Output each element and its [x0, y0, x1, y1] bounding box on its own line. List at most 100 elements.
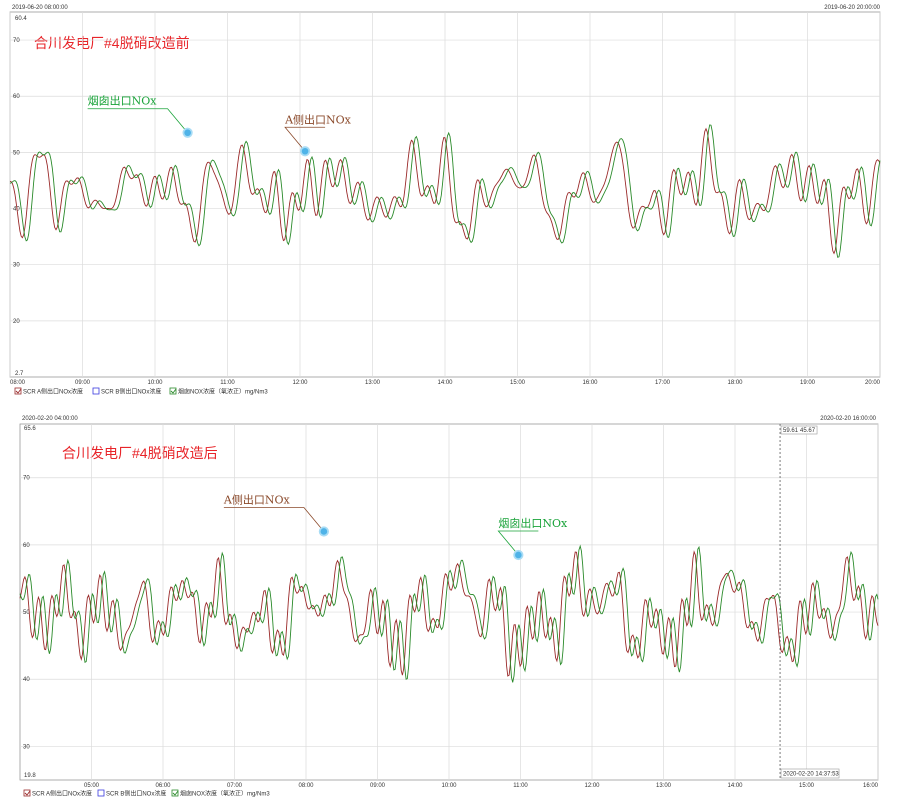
y-tick-label: 70 — [13, 38, 20, 44]
x-tick-label: 09:00 — [370, 783, 386, 789]
series-group — [19, 544, 879, 683]
legend-item-a[interactable]: SCR A侧出口NOx浓度 — [14, 387, 83, 396]
legend-item-b[interactable]: SCR B侧出口NOx浓度 — [97, 789, 166, 798]
chart-svg-after: 2020-02-20 04:00:00 2020-02-20 16:00:00 … — [19, 416, 879, 798]
series-line — [9, 127, 881, 255]
legend-checkbox-b[interactable] — [92, 387, 100, 395]
grid-lines — [20, 424, 879, 780]
x-tick-label: 15:00 — [510, 380, 526, 386]
x-tick-label: 13:00 — [365, 380, 381, 386]
annotation-label: 烟囱出口NOx — [498, 516, 568, 530]
x-tick-label: 08:00 — [10, 380, 26, 386]
y-tick-label: 50 — [13, 150, 20, 156]
annotation-marker — [318, 526, 329, 537]
x-tick-label: 07:00 — [227, 783, 243, 789]
legend-item-a[interactable]: SCR A侧出口NOx浓度 — [23, 789, 92, 798]
x-tick-label: 12:00 — [292, 380, 308, 386]
x-tick-label: 09:00 — [75, 380, 91, 386]
y-tick-label: 60 — [23, 543, 30, 549]
y-tick-label: 60 — [13, 94, 20, 100]
legend-checkbox-b[interactable] — [97, 789, 105, 797]
series-line — [19, 544, 879, 683]
start-time-label: 2020-02-20 04:00:00 — [22, 416, 78, 422]
annotation-label: A侧出口NOx — [284, 112, 352, 126]
x-tick-label: 08:00 — [298, 783, 314, 789]
x-tick-label: 20:00 — [865, 380, 881, 386]
annotation-label: A侧出口NOx — [223, 492, 291, 506]
legend-label-stack: 烟囱NOX浓度（氧浓正）mg/Nm3 — [178, 388, 268, 396]
x-tick-label: 17:00 — [655, 380, 671, 386]
x-tick-label: 13:00 — [656, 783, 672, 789]
cursor-value-stack: 45.67 — [800, 428, 816, 434]
legend-label-a: SCR A侧出口NOx浓度 — [32, 790, 92, 798]
series-group — [9, 124, 881, 258]
chart-title: 合川发电厂#4脱硝改造后 — [62, 445, 218, 461]
legend-checkbox-a[interactable] — [23, 789, 31, 797]
x-tick-label: 16:00 — [582, 380, 598, 386]
legend-label-b: SCR B侧出口NOx浓度 — [101, 388, 161, 396]
legend-label-b: SCR B侧出口NOx浓度 — [106, 790, 166, 798]
x-tick-label: 15:00 — [799, 783, 815, 789]
y-tick-labels: 30 40 50 60 70 — [23, 476, 30, 751]
grid-lines — [9, 12, 881, 377]
legend-checkbox-a[interactable] — [14, 387, 22, 395]
cursor-time-label: 2020-02-20 14:37:53 — [783, 772, 839, 778]
legend-item-b[interactable]: SCR B侧出口NOx浓度 — [92, 387, 161, 396]
x-tick-label: 10:00 — [147, 380, 163, 386]
checkmark-icon — [15, 388, 22, 394]
x-tick-label: 11:00 — [513, 783, 528, 789]
cursor-time-box — [780, 768, 840, 779]
annotation-marker — [299, 146, 311, 157]
cursor-value-box — [780, 425, 818, 435]
x-tick-label: 14:00 — [727, 783, 743, 789]
annotation-leader-line — [497, 530, 539, 556]
checkmark-icon — [24, 790, 31, 796]
cursor-value-a: 59.61 — [783, 428, 799, 434]
y-tick-label: 50 — [23, 610, 30, 616]
annotation-group: A侧出口NOx 烟囱出口NOx — [223, 492, 568, 561]
series-line — [19, 550, 879, 677]
legend-checkbox-stack[interactable] — [169, 387, 177, 395]
legend-checkbox-stack[interactable] — [171, 789, 179, 797]
chart-title: 合川发电厂#4脱硝改造前 — [34, 35, 190, 51]
end-time-label: 2019-06-20 20:00:00 — [824, 5, 880, 11]
annotation-group: 烟囱出口NOx A侧出口NOx — [87, 94, 352, 157]
chart-panel-before: 2019-06-20 08:00:00 2019-06-20 20:00:00 … — [9, 5, 881, 396]
y-tick-label: 20 — [13, 319, 20, 325]
chart-svg-before: 2019-06-20 08:00:00 2019-06-20 20:00:00 … — [9, 5, 881, 396]
ymax-label: 65.6 — [24, 426, 36, 432]
x-tick-labels: 05:00 06:00 07:00 08:00 09:00 10:00 11:00 12:00… — [84, 783, 879, 789]
legend: SCR A侧出口NOx浓度 SCR B侧出口NOx浓度 烟囱NOX浓度（氧浓正）… — [14, 387, 268, 396]
x-tick-label: 11:00 — [220, 380, 235, 386]
checkmark-icon — [172, 790, 179, 796]
ymin-label: 2.7 — [15, 371, 24, 377]
ymin-label: 19.8 — [24, 773, 36, 779]
annotation-marker — [182, 127, 193, 138]
x-tick-label: 18:00 — [727, 380, 743, 386]
start-time-label: 2019-06-20 08:00:00 — [12, 5, 68, 11]
annotation-leader-line — [284, 126, 326, 152]
end-time-label: 2020-02-20 16:00:00 — [820, 416, 876, 422]
y-tick-label: 30 — [13, 263, 20, 269]
x-tick-labels: 08:00 09:00 10:00 11:00 12:00 13:00 14:00 15:00… — [10, 380, 881, 386]
annotation-leader-line — [223, 507, 325, 532]
legend-label-stack: 烟囱NOX浓度（氧浓正）mg/Nm3 — [180, 790, 270, 798]
x-tick-label: 14:00 — [437, 380, 453, 386]
annotation-leader-line — [87, 108, 188, 133]
x-tick-label: 19:00 — [800, 380, 816, 386]
legend-item-stack[interactable]: 烟囱NOX浓度（氧浓正）mg/Nm3 — [171, 789, 270, 798]
legend-item-stack[interactable]: 烟囱NOX浓度（氧浓正）mg/Nm3 — [169, 387, 268, 396]
chart-panel-after: 2020-02-20 04:00:00 2020-02-20 16:00:00 … — [0, 410, 900, 810]
ymax-label: 60.4 — [15, 16, 27, 22]
checkmark-icon — [170, 388, 177, 394]
legend: SCR A侧出口NOx浓度 SCR B侧出口NOx浓度 烟囱NOX浓度（氧浓正）… — [23, 789, 270, 798]
series-line — [9, 124, 881, 258]
annotation-label: 烟囱出口NOx — [88, 94, 158, 108]
y-tick-label: 70 — [23, 476, 30, 482]
annotation-marker — [513, 549, 524, 561]
y-tick-label: 40 — [23, 677, 30, 683]
x-tick-label: 05:00 — [84, 783, 100, 789]
x-tick-label: 06:00 — [155, 783, 171, 789]
y-tick-label: 30 — [23, 744, 30, 750]
cursor-group[interactable]: 59.61 45.67 2020-02-20 14:37:53 — [779, 424, 840, 780]
